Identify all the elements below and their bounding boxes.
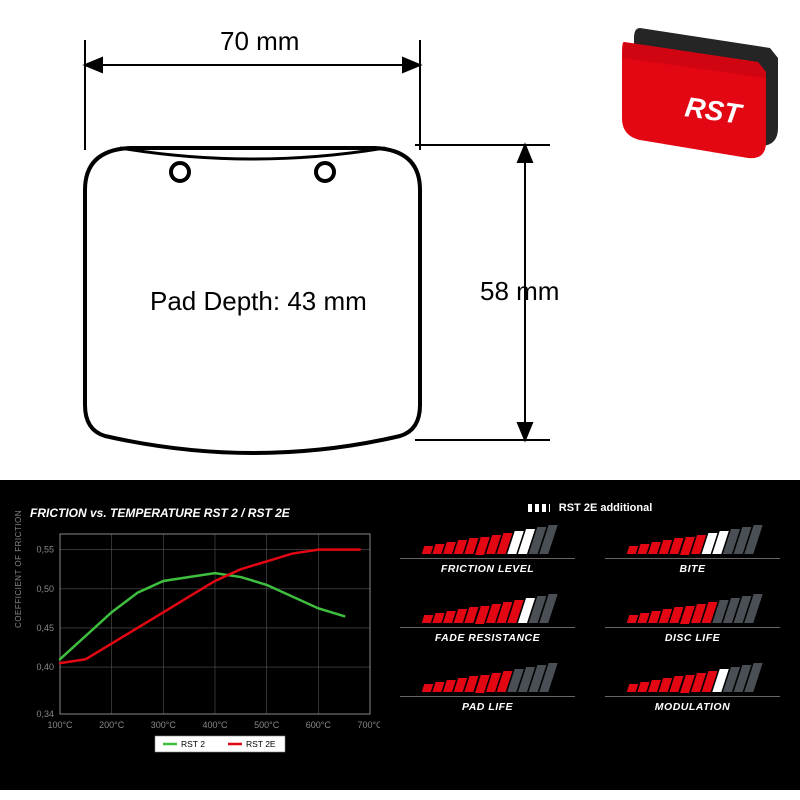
gauge-modulation: MODULATION	[605, 662, 780, 713]
white-swatch-icon	[528, 504, 550, 512]
depth-label: Pad Depth: 43 mm	[150, 286, 367, 316]
svg-text:0,50: 0,50	[36, 584, 54, 594]
bottom-panel: FRICTION vs. TEMPERATURE RST 2 / RST 2E …	[0, 480, 800, 790]
svg-text:700°C: 700°C	[357, 720, 380, 730]
width-dim-label: 70 mm	[220, 26, 299, 56]
pad-dimension-diagram: 70 mm 58 mm Pad Depth: 43 mm	[20, 10, 580, 470]
gauge-friction-level: FRICTION LEVEL	[400, 524, 575, 575]
gauge-disc-life: DISC LIFE	[605, 593, 780, 644]
product-image: RST	[590, 10, 790, 160]
gauge-label: BITE	[605, 558, 780, 575]
gauge-label: FADE RESISTANCE	[400, 627, 575, 644]
gauge-bite: BITE	[605, 524, 780, 575]
gauge-label: FRICTION LEVEL	[400, 558, 575, 575]
svg-text:200°C: 200°C	[99, 720, 125, 730]
height-dim-label: 58 mm	[480, 276, 559, 306]
svg-text:400°C: 400°C	[202, 720, 228, 730]
gauge-legend: RST 2E additional	[400, 502, 780, 514]
gauge-label: DISC LIFE	[605, 627, 780, 644]
svg-text:0,34: 0,34	[36, 709, 54, 719]
svg-text:0,45: 0,45	[36, 623, 54, 633]
svg-text:0,40: 0,40	[36, 662, 54, 672]
svg-text:600°C: 600°C	[306, 720, 332, 730]
gauge-label: PAD LIFE	[400, 696, 575, 713]
svg-text:300°C: 300°C	[151, 720, 177, 730]
svg-text:RST 2E: RST 2E	[246, 739, 276, 749]
svg-text:RST 2: RST 2	[181, 739, 205, 749]
gauge-legend-label: RST 2E additional	[559, 502, 653, 514]
top-section: 70 mm 58 mm Pad Depth: 43 mm	[0, 0, 800, 480]
svg-text:100°C: 100°C	[47, 720, 73, 730]
friction-chart: FRICTION vs. TEMPERATURE RST 2 / RST 2E …	[20, 498, 390, 778]
gauges-panel: RST 2E additional FRICTION LEVEL BITE FADE…	[390, 498, 780, 772]
svg-text:0,55: 0,55	[36, 545, 54, 555]
gauge-pad-life: PAD LIFE	[400, 662, 575, 713]
chart-title: FRICTION vs. TEMPERATURE RST 2 / RST 2E	[30, 506, 390, 520]
svg-text:500°C: 500°C	[254, 720, 280, 730]
chart-y-axis-label: COEFFICIENT OF FRICTION	[14, 510, 23, 628]
gauge-label: MODULATION	[605, 696, 780, 713]
gauge-fade-resistance: FADE RESISTANCE	[400, 593, 575, 644]
